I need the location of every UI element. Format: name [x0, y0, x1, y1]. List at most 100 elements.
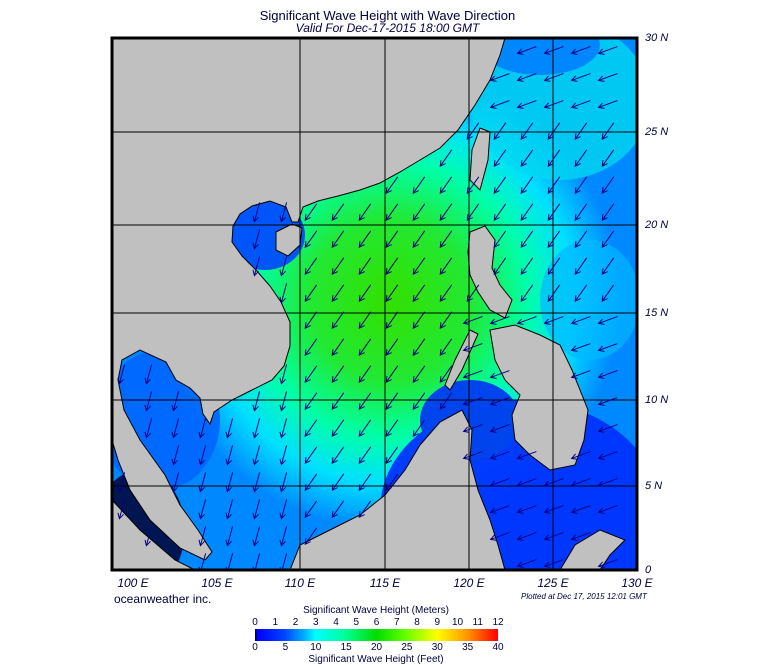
wave-arrow: [412, 338, 426, 357]
wave-arrow: [198, 418, 207, 439]
wave-arrow: [252, 445, 261, 466]
wave-arrow: [279, 445, 288, 466]
wave-arrow: [304, 284, 318, 303]
wave-arrow: [516, 46, 537, 55]
wave-arrow: [520, 122, 534, 141]
wave-arrow: [385, 176, 399, 195]
wave-arrow: [171, 445, 180, 466]
wave-arrow: [574, 257, 588, 276]
wave-arrow: [304, 311, 318, 330]
wave-arrow: [304, 419, 318, 438]
wave-arrow: [597, 451, 618, 460]
wave-arrow: [358, 230, 372, 249]
wave-arrow: [520, 149, 534, 168]
wave-arrow: [412, 230, 426, 249]
lat-label: 0: [645, 564, 652, 576]
wave-arrow: [331, 230, 345, 249]
wave-arrow: [279, 472, 288, 493]
lon-label: 130 E: [621, 576, 653, 590]
wave-arrow: [493, 122, 507, 141]
plotted-timestamp: Plotted at Dec 17, 2015 12:01 GMT: [521, 592, 647, 601]
wave-arrow: [331, 311, 345, 330]
wave-arrow: [520, 176, 534, 195]
wave-arrow: [516, 73, 537, 82]
wave-arrow: [574, 230, 588, 249]
wave-arrow: [516, 100, 537, 109]
wave-arrow: [601, 122, 615, 141]
wave-arrow: [597, 424, 618, 433]
wave-arrow: [225, 445, 234, 466]
wave-arrow: [279, 202, 288, 223]
wave-arrow: [570, 505, 591, 514]
wave-arrow: [520, 257, 534, 276]
wave-arrow: [331, 446, 345, 465]
lon-label: 110 E: [284, 576, 316, 590]
wave-arrow: [385, 473, 399, 492]
wave-arrow: [439, 284, 453, 303]
wave-arrow: [547, 257, 561, 276]
wave-arrow: [489, 478, 510, 487]
wave-arrow: [279, 256, 288, 277]
lon-label: 100 E: [117, 576, 149, 590]
meters-tick: 4: [333, 617, 339, 628]
wave-arrow: [252, 418, 261, 439]
wave-arrow: [252, 499, 261, 520]
wave-arrow: [171, 391, 180, 412]
wave-arrow: [466, 203, 480, 222]
lon-label: 105 E: [201, 576, 233, 590]
wave-arrow: [543, 73, 564, 82]
meters-tick: 11: [472, 617, 483, 628]
wave-arrow: [516, 478, 537, 487]
wave-arrow: [252, 202, 261, 223]
wave-arrow: [597, 370, 618, 379]
wave-arrow: [385, 257, 399, 276]
wave-arrow: [331, 203, 345, 222]
wave-arrow: [597, 100, 618, 109]
wave-arrow: [304, 203, 318, 222]
wave-arrow: [516, 532, 537, 541]
wave-arrow: [331, 284, 345, 303]
map-title: Significant Wave Height with Wave Direct…: [259, 8, 516, 23]
feet-tick: 10: [310, 642, 322, 653]
wave-arrow: [439, 257, 453, 276]
wave-arrow: [358, 338, 372, 357]
map-subtitle: Valid For Dec-17-2015 18:00 GMT: [295, 21, 480, 35]
wave-arrow: [489, 505, 510, 514]
wave-arrow: [412, 284, 426, 303]
wave-arrow: [412, 392, 426, 411]
wave-arrow: [439, 149, 453, 168]
wave-arrow: [570, 100, 591, 109]
wave-arrow: [171, 418, 180, 439]
land-masses: [112, 38, 626, 570]
wave-arrow: [547, 149, 561, 168]
wave-arrow: [493, 257, 507, 276]
land-asia-mainland: [112, 38, 506, 561]
wave-arrow: [144, 391, 153, 412]
wave-arrow: [385, 311, 399, 330]
wave-arrow: [543, 316, 564, 325]
wave-arrow: [358, 392, 372, 411]
wave-arrow: [574, 149, 588, 168]
wave-arrow: [304, 257, 318, 276]
wave-arrow: [144, 526, 153, 547]
wave-arrow: [462, 424, 483, 433]
wave-arrow: [547, 176, 561, 195]
wave-arrow: [570, 73, 591, 82]
wave-arrow: [597, 46, 618, 55]
lat-label: 5 N: [645, 480, 663, 492]
wave-arrow: [462, 343, 483, 352]
lat-label: 20 N: [645, 219, 669, 231]
wave-arrow: [358, 257, 372, 276]
wave-arrow: [574, 284, 588, 303]
wave-arrow: [304, 473, 318, 492]
wave-arrow: [570, 370, 591, 379]
wave-arrow: [516, 559, 537, 568]
wave-arrow: [117, 472, 126, 493]
wave-arrow: [601, 203, 615, 222]
wave-arrow: [225, 526, 234, 547]
wave-arrow: [543, 559, 564, 568]
wave-arrow: [358, 473, 372, 492]
wave-arrow: [601, 284, 615, 303]
land-luzon: [467, 225, 513, 319]
wave-arrow: [304, 365, 318, 384]
